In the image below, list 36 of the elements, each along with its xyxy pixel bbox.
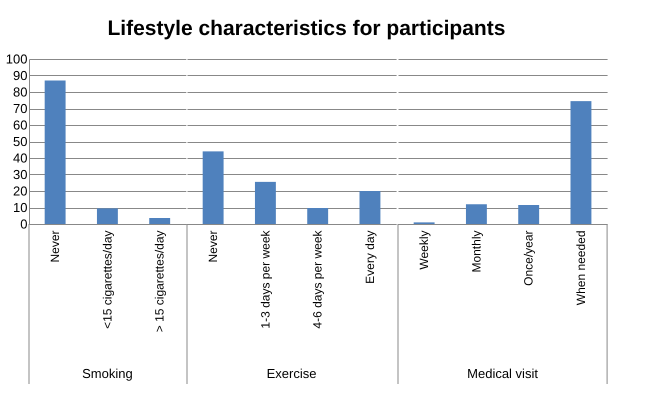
x-axis-title: Smoking	[82, 366, 133, 381]
x-tick-label: Never	[48, 230, 62, 263]
bar	[360, 191, 380, 224]
bar	[149, 218, 170, 224]
x-tick-label: Once/year	[522, 230, 536, 286]
x-tick-label: Every day	[362, 230, 377, 284]
text: Lifestyle characteristics for participants	[107, 17, 506, 40]
x-tick-label: Weekly	[417, 230, 432, 270]
bar	[466, 204, 487, 224]
x-axis-title: Exercise	[266, 366, 316, 381]
bar	[254, 182, 276, 224]
bar	[307, 208, 328, 224]
x-axis-title: Medical visit	[467, 366, 538, 381]
x-tick-label: <15 cigarettes/day	[100, 230, 114, 329]
bar	[570, 101, 592, 224]
x-tick-label: Monthly	[469, 230, 484, 273]
bar	[96, 208, 118, 224]
y-tick-label: 60	[13, 118, 28, 132]
x-tick-label: 4-6 days per week	[310, 230, 325, 329]
y-tick-label: 10	[13, 200, 28, 215]
y-tick-label: 50	[13, 134, 28, 149]
y-tick-label: 90	[13, 68, 28, 83]
y-tick-label: 0	[20, 216, 28, 232]
x-tick-label: > 15 cigarettes/day	[152, 230, 167, 332]
bar	[202, 151, 224, 224]
y-tick-label: 80	[13, 84, 28, 100]
y-tick-label: 20	[13, 184, 28, 198]
x-tick-label: When needed	[574, 230, 588, 306]
y-tick-label: 100	[6, 52, 28, 66]
y-tick-label: 30	[13, 167, 28, 182]
y-tick-label: 70	[13, 101, 28, 116]
x-tick-label: Never	[206, 230, 220, 263]
bar	[44, 80, 66, 224]
x-tick-label: 1-3 days per week	[258, 230, 272, 329]
bar	[518, 205, 540, 224]
y-tick-label: 40	[13, 150, 28, 166]
